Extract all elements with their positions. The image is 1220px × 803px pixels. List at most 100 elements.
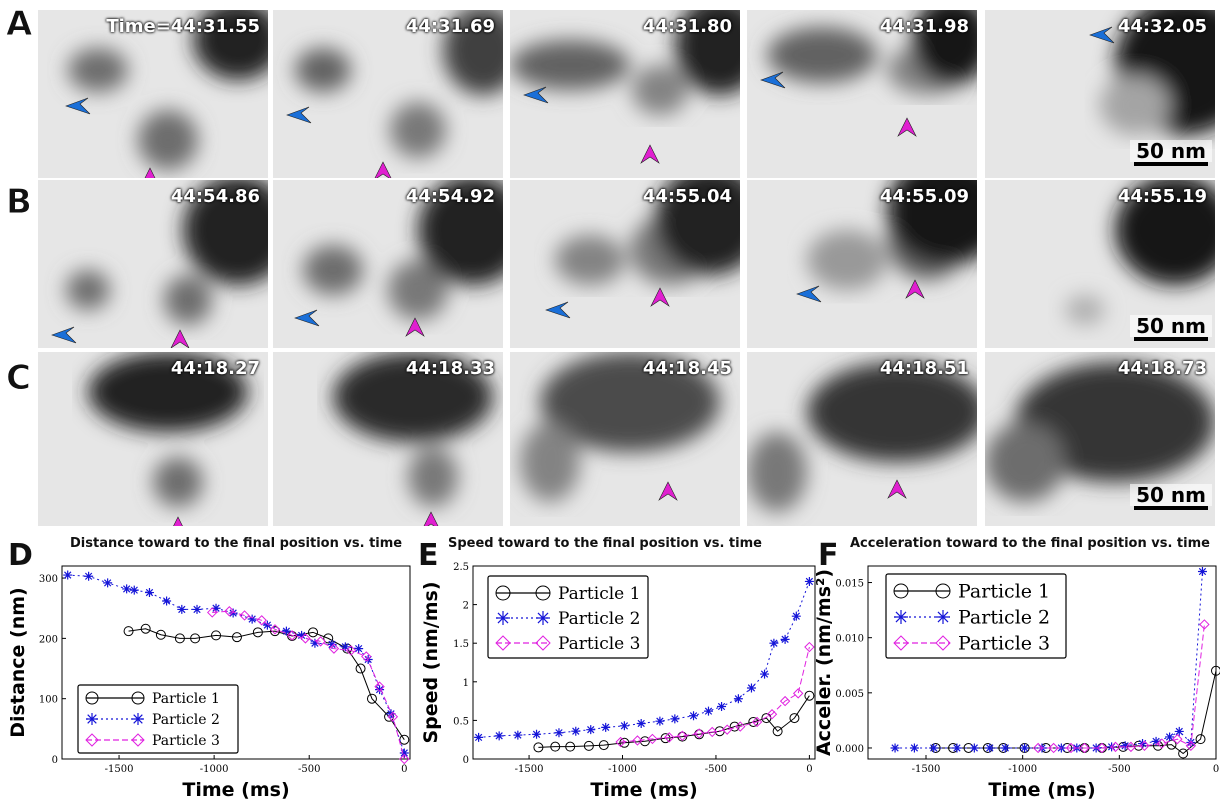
data-point-particle-3 — [286, 630, 298, 641]
data-point-particle-2 — [340, 642, 350, 652]
magenta-arrow-icon — [887, 479, 907, 499]
data-point-particle-2 — [733, 694, 743, 704]
data-point-particle-3 — [804, 641, 815, 653]
timestamp-label: 44:55.04 — [642, 186, 732, 207]
x-tick-label: -500 — [705, 764, 727, 775]
data-point-particle-1 — [231, 632, 242, 643]
y-axis-label: Distance (nm) — [7, 587, 29, 737]
x-tick-label: 0 — [1213, 764, 1219, 775]
data-point-particle-2 — [1000, 743, 1010, 753]
timestamp-label: 44:55.19 — [1117, 186, 1207, 207]
data-point-particle-3 — [224, 606, 235, 617]
legend-marker — [495, 585, 511, 601]
data-point-particle-1 — [269, 626, 280, 637]
data-point-particle-1 — [639, 736, 650, 747]
y-tick-label: 1.5 — [453, 639, 469, 650]
legend-marker — [85, 691, 99, 705]
data-point-particle-3 — [256, 615, 267, 626]
legend-label-particle-1: Particle 1 — [558, 584, 640, 604]
data-point-particle-2 — [969, 743, 979, 753]
data-point-particle-2 — [1197, 567, 1207, 577]
legend-label-particle-2: Particle 2 — [152, 712, 220, 728]
data-point-particle-2 — [494, 731, 504, 741]
data-point-particle-2 — [554, 728, 564, 738]
data-point-particle-1 — [190, 633, 201, 644]
blue-arrow-icon — [760, 71, 786, 89]
micrograph-image — [273, 352, 503, 526]
data-point-particle-1 — [211, 630, 222, 641]
magenta-arrow-icon — [905, 279, 925, 299]
data-point-particle-2 — [354, 644, 364, 654]
data-point-particle-3 — [361, 651, 372, 662]
data-point-particle-1 — [252, 627, 263, 638]
data-point-particle-2 — [327, 639, 337, 649]
data-point-particle-3 — [1125, 741, 1137, 753]
data-point-particle-1 — [308, 627, 319, 638]
data-point-particle-2 — [717, 702, 727, 712]
timestamp-label: 44:54.86 — [170, 186, 260, 207]
micrograph-image — [38, 10, 268, 178]
data-point-particle-1 — [550, 741, 561, 752]
series-line-3 — [212, 610, 405, 760]
speed-chart: -1500 -1000 -500 0 0 0.5 1 1.5 2 2.5 Time (ms) Spee… — [420, 562, 816, 801]
micrograph-image — [38, 352, 268, 526]
data-point-particle-1 — [619, 737, 630, 748]
micrograph-a-1: Time=44:31.55 — [38, 10, 268, 178]
data-point-particle-3 — [1172, 733, 1183, 745]
x-tick-label: -1500 — [912, 764, 941, 775]
data-point-particle-3 — [1110, 741, 1121, 753]
legend-marker — [496, 611, 510, 625]
y-tick-label: 0.000 — [835, 744, 864, 755]
data-point-particle-3 — [735, 721, 746, 732]
micrograph-b-3: 44:55.04 — [510, 180, 740, 348]
micrograph-a-2: 44:31.69 — [273, 10, 503, 178]
timestamp-label: 44:18.73 — [1117, 358, 1207, 379]
data-point-particle-2 — [129, 585, 139, 595]
data-point-particle-3 — [664, 732, 675, 743]
legend-label-particle-2: Particle 2 — [558, 609, 640, 629]
blue-arrow-icon — [1089, 26, 1115, 44]
legend-marker — [893, 635, 909, 651]
micrograph-b-4: 44:55.09 — [747, 180, 977, 348]
data-point-particle-2 — [636, 718, 646, 728]
timestamp-label: 44:32.05 — [1117, 16, 1207, 37]
data-point-particle-1 — [772, 726, 783, 737]
magenta-arrow-icon — [405, 317, 425, 337]
micrograph-image — [510, 352, 740, 526]
panel-label-c: C — [6, 358, 32, 399]
timestamp-label: 44:31.80 — [642, 16, 732, 37]
data-point-particle-2 — [791, 611, 801, 621]
magenta-arrow-icon — [144, 167, 156, 178]
legend-box — [885, 573, 1067, 659]
series-line-3 — [1038, 624, 1205, 749]
x-tick-label: 0 — [401, 764, 407, 775]
micrograph-b-2: 44:54.92 — [273, 180, 503, 348]
panel-label-a: A — [5, 4, 33, 45]
data-point-particle-2 — [1174, 726, 1184, 736]
legend-marker — [495, 635, 511, 651]
data-point-particle-3 — [1096, 742, 1108, 754]
data-point-particle-2 — [746, 683, 756, 693]
data-point-particle-2 — [474, 732, 484, 742]
x-axis-label: Time (ms) — [988, 779, 1095, 801]
data-point-particle-1 — [533, 742, 544, 753]
x-tick-label: -1500 — [515, 764, 544, 775]
scale-bar-b-line — [1134, 337, 1208, 341]
legend-box — [77, 684, 239, 754]
legend-label-particle-1: Particle 1 — [958, 581, 1050, 603]
data-point-particle-2 — [177, 604, 187, 614]
legend-marker — [131, 691, 145, 705]
legend-label-particle-3: Particle 3 — [558, 634, 640, 654]
micrograph-image — [510, 180, 740, 348]
data-point-particle-1 — [123, 626, 134, 637]
scale-bar-a: 50 nm — [1130, 140, 1212, 166]
data-point-particle-3 — [1156, 738, 1168, 749]
y-tick-label: 0 — [463, 755, 469, 766]
y-tick-label: 0.010 — [835, 634, 864, 645]
y-tick-label: 300 — [39, 574, 58, 585]
y-tick-label: 200 — [39, 634, 58, 645]
y-tick-label: 2.5 — [453, 562, 469, 573]
legend-marker — [935, 583, 951, 599]
data-point-particle-1 — [565, 741, 576, 752]
series-line-3 — [620, 646, 810, 743]
